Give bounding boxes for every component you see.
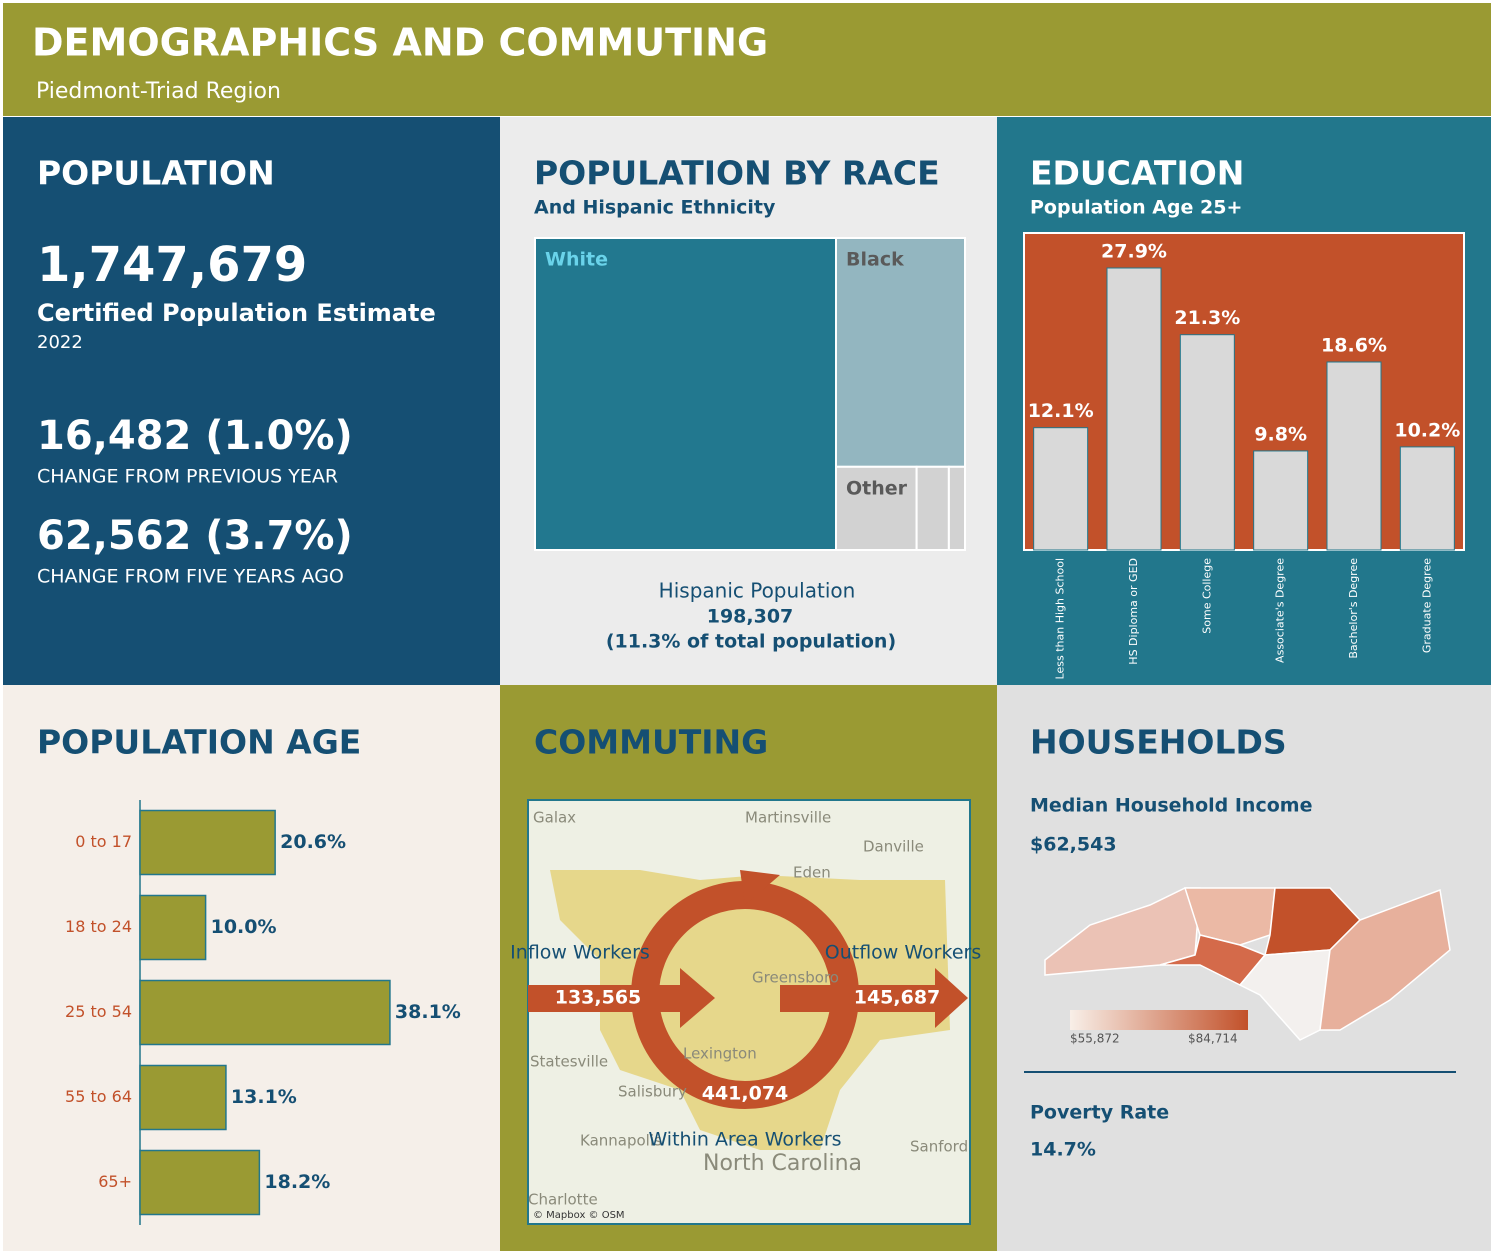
map-place: Martinsville (745, 809, 831, 827)
population-label: Certified Population Estimate (37, 299, 436, 327)
map-place: Lexington (683, 1045, 757, 1063)
change-year-label: CHANGE FROM PREVIOUS YEAR (37, 466, 338, 488)
value-label: 9.8% (1254, 423, 1307, 445)
panel-title: POPULATION AGE (37, 723, 361, 762)
outflow-label: Outflow Workers (825, 942, 981, 964)
map-place: Sanford (910, 1138, 968, 1156)
map-place: Eden (793, 864, 831, 882)
within-value: 441,074 (702, 1083, 789, 1105)
panel-title: POPULATION BY RACE (534, 154, 940, 193)
map-place: Greensboro (752, 969, 839, 987)
legend-bar (1070, 1010, 1248, 1030)
panel-subtitle: Population Age 25+ (1030, 197, 1242, 219)
bar (140, 981, 390, 1045)
x-tick-label: Graduate Degree (1420, 558, 1433, 653)
map-place: Galax (533, 809, 576, 827)
panel-subtitle: And Hispanic Ethnicity (534, 197, 776, 219)
hispanic-value: 198,307 (707, 606, 794, 628)
bar (1107, 268, 1161, 550)
x-tick-label: Less than High School (1054, 558, 1067, 679)
panel-title: EDUCATION (1030, 154, 1244, 193)
value-label: 10.0% (211, 916, 277, 938)
hispanic-share: (11.3% of total population) (606, 631, 896, 653)
inflow-value: 133,565 (555, 987, 642, 1009)
map-place: North Carolina (703, 1151, 862, 1176)
page-title: DEMOGRAPHICS AND COMMUTING (32, 21, 768, 65)
change-five-label: CHANGE FROM FIVE YEARS AGO (37, 566, 344, 588)
change-year: 16,482 (1.0%) (37, 413, 353, 459)
value-label: 38.1% (395, 1001, 461, 1023)
legend-max: $84,714 (1188, 1032, 1238, 1046)
population-year: 2022 (37, 332, 83, 353)
tile-label: White (545, 249, 608, 271)
map-place: Charlotte (528, 1191, 598, 1209)
outflow-value: 145,687 (854, 987, 941, 1009)
value-label: 27.9% (1101, 241, 1167, 263)
x-tick-label: HS Diploma or GED (1127, 558, 1140, 665)
treemap-tile (949, 467, 965, 550)
poverty-label: Poverty Rate (1030, 1102, 1169, 1124)
x-tick-label: Associate's Degree (1274, 558, 1287, 663)
map-place: Salisbury (618, 1083, 687, 1101)
y-tick-label: 65+ (98, 1172, 132, 1191)
value-label: 12.1% (1028, 400, 1094, 422)
value-label: 13.1% (231, 1086, 297, 1108)
within-label: Within Area Workers (648, 1129, 841, 1151)
y-tick-label: 18 to 24 (65, 917, 132, 936)
value-label: 18.6% (1321, 335, 1387, 357)
treemap-tile (535, 238, 836, 550)
bar (140, 811, 275, 875)
value-label: 10.2% (1394, 419, 1460, 441)
population-panel (3, 117, 500, 685)
bar (140, 1151, 259, 1215)
bar (1180, 335, 1234, 550)
y-tick-label: 0 to 17 (75, 832, 132, 851)
plot-background (1024, 233, 1464, 550)
legend-min: $55,872 (1070, 1032, 1120, 1046)
hispanic-label: Hispanic Population (659, 579, 856, 603)
population-value: 1,747,679 (37, 237, 307, 293)
x-tick-label: Bachelor's Degree (1347, 558, 1360, 659)
bar (140, 1066, 226, 1130)
income-label: Median Household Income (1030, 795, 1312, 817)
value-label: 18.2% (264, 1171, 330, 1193)
page-subtitle: Piedmont-Triad Region (36, 79, 281, 104)
change-five: 62,562 (3.7%) (37, 513, 353, 559)
poverty-value: 14.7% (1030, 1139, 1096, 1161)
map-place: Statesville (530, 1053, 608, 1071)
bar (1327, 362, 1381, 550)
y-tick-label: 25 to 54 (65, 1002, 132, 1021)
income-value: $62,543 (1030, 834, 1117, 856)
inflow-label: Inflow Workers (510, 942, 650, 964)
dashboard: DEMOGRAPHICS AND COMMUTING Piedmont-Tria… (0, 0, 1491, 1251)
bar (1034, 428, 1088, 550)
panel-title: HOUSEHOLDS (1030, 723, 1287, 762)
tile-label: Other (846, 477, 908, 499)
bar (1254, 451, 1308, 550)
tile-label: Black (846, 249, 904, 271)
panel-title: POPULATION (37, 154, 275, 193)
map-attribution: © Mapbox © OSM (533, 1210, 625, 1221)
panel-title: COMMUTING (534, 723, 768, 762)
x-tick-label: Some College (1200, 558, 1213, 634)
treemap-tile (917, 467, 949, 550)
bar (1400, 447, 1454, 550)
map-place: Danville (863, 838, 924, 856)
y-tick-label: 55 to 64 (65, 1087, 132, 1106)
bar (140, 896, 206, 960)
value-label: 21.3% (1174, 307, 1240, 329)
value-label: 20.6% (280, 831, 346, 853)
treemap-tile (836, 238, 965, 467)
